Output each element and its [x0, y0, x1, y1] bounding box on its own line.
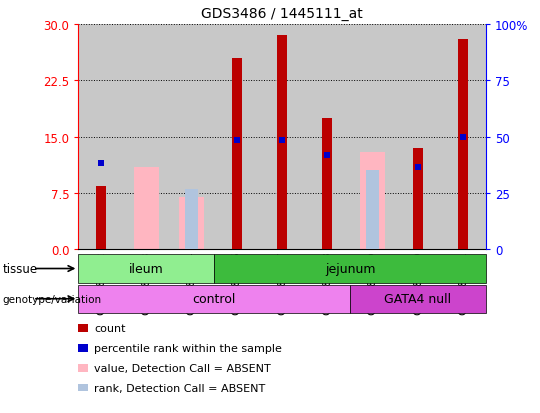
Bar: [78, 25, 124, 250]
Text: GATA4 null: GATA4 null: [384, 292, 451, 306]
Bar: [441, 25, 486, 250]
Title: GDS3486 / 1445111_at: GDS3486 / 1445111_at: [201, 7, 363, 21]
Bar: [169, 25, 214, 250]
Text: percentile rank within the sample: percentile rank within the sample: [94, 343, 282, 353]
Bar: [260, 25, 305, 250]
Bar: [458, 40, 468, 250]
Bar: [78, 285, 350, 313]
Text: control: control: [193, 292, 236, 306]
Bar: [395, 25, 441, 250]
Text: count: count: [94, 323, 126, 333]
Bar: [214, 255, 486, 283]
Bar: [134, 167, 159, 250]
Bar: [214, 25, 260, 250]
Bar: [350, 25, 395, 250]
Text: tissue: tissue: [3, 262, 38, 275]
Text: jejunum: jejunum: [325, 262, 375, 275]
Bar: [305, 25, 350, 250]
Bar: [277, 36, 287, 250]
Bar: [179, 197, 204, 250]
Bar: [360, 152, 385, 250]
Text: ileum: ileum: [129, 262, 164, 275]
Bar: [78, 255, 214, 283]
Text: genotype/variation: genotype/variation: [3, 294, 102, 304]
Bar: [367, 171, 379, 250]
Bar: [124, 25, 169, 250]
Bar: [96, 186, 106, 250]
Bar: [322, 119, 333, 250]
Text: rank, Detection Call = ABSENT: rank, Detection Call = ABSENT: [94, 383, 266, 393]
Bar: [350, 285, 486, 313]
Text: value, Detection Call = ABSENT: value, Detection Call = ABSENT: [94, 363, 271, 373]
Bar: [185, 190, 198, 250]
Bar: [232, 59, 242, 250]
Bar: [413, 149, 423, 250]
